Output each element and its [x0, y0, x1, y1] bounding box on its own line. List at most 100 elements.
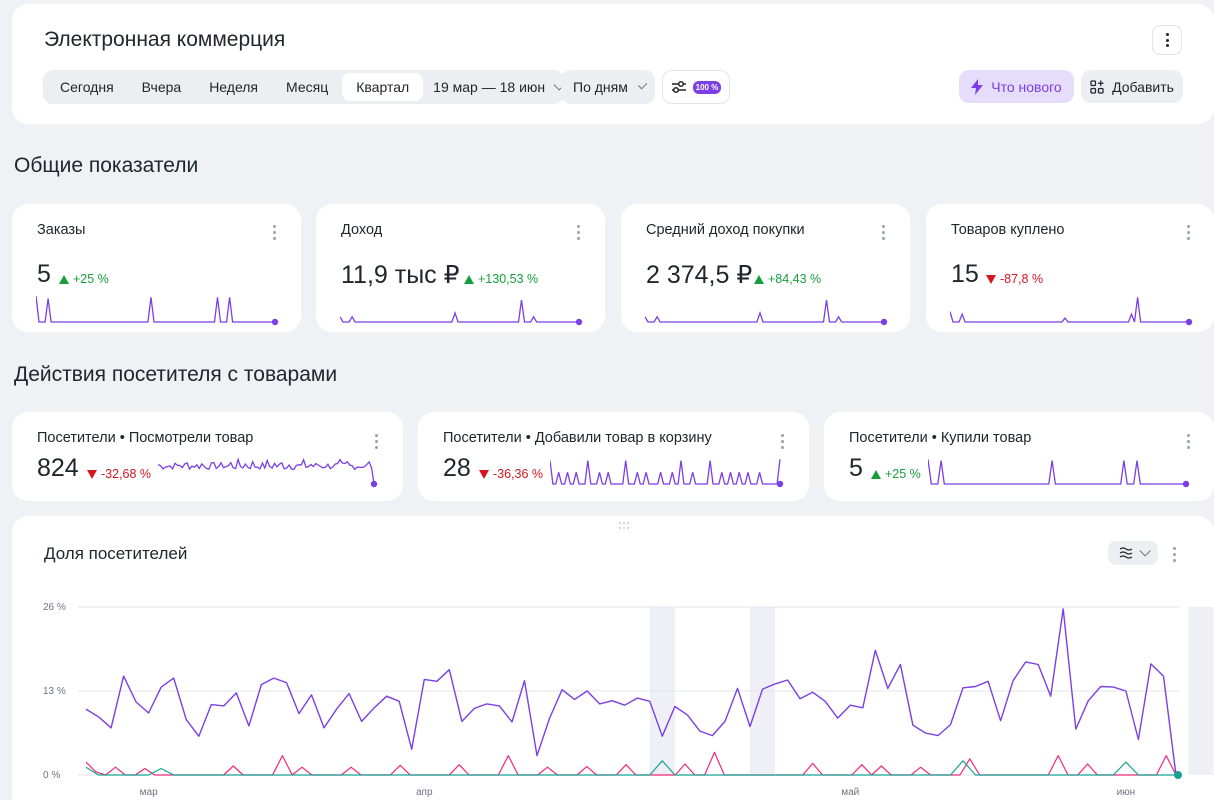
card-menu-button[interactable]: [573, 222, 583, 242]
grouping-select[interactable]: По дням: [561, 70, 655, 104]
metric-card-avg-revenue[interactable]: Средний доход покупки 2 374,5 ₽ +84,43 %: [621, 204, 910, 332]
filter-button[interactable]: 100 %: [662, 70, 730, 104]
metric-title: Средний доход покупки: [646, 222, 805, 238]
action-delta-value: +25 %: [885, 467, 921, 481]
action-value: 5: [849, 454, 863, 482]
period-quarter[interactable]: Квартал: [342, 73, 424, 101]
sparkline-path: [550, 459, 781, 485]
chart-menu-button[interactable]: [1169, 544, 1179, 564]
sparkline: [158, 457, 378, 488]
period-yesterday[interactable]: Вчера: [141, 79, 182, 95]
sliders-icon: [671, 80, 686, 94]
header-menu-button[interactable]: [1152, 25, 1182, 55]
metric-card-orders[interactable]: Заказы 5 +25 %: [12, 204, 301, 332]
arrow-down-icon: [479, 469, 489, 479]
action-card-added-to-cart[interactable]: Посетители • Добавили товар в корзину 28…: [418, 412, 809, 501]
series-end-dot: [1174, 771, 1182, 779]
metric-card-items-bought[interactable]: Товаров куплено 15 -87,8 %: [926, 204, 1214, 332]
sparkline-path: [36, 295, 275, 323]
sparkline-path: [928, 459, 1186, 485]
x-tick-label: апр: [416, 787, 433, 798]
sparkline: [550, 459, 784, 488]
chart-title: Доля посетителей: [44, 544, 188, 563]
add-label: Добавить: [1112, 78, 1174, 95]
grouping-label: По дням: [573, 79, 628, 95]
chevron-down-icon: [637, 80, 648, 90]
sparkline-path: [645, 299, 884, 323]
whats-new-label: Что нового: [991, 78, 1062, 95]
metric-delta-value: +130,53 %: [478, 272, 539, 286]
date-range-picker[interactable]: 19 мар — 18 июн: [423, 73, 571, 101]
card-menu-button[interactable]: [1183, 431, 1193, 451]
x-tick-label: июн: [1117, 787, 1136, 798]
card-menu-button[interactable]: [878, 222, 888, 242]
kebab-icon: [1165, 33, 1169, 47]
metric-delta-value: -87,8 %: [1000, 272, 1044, 286]
sparkline-end-dot: [1185, 318, 1193, 326]
sparkline: [36, 295, 279, 326]
section-title-general: Общие показатели: [14, 154, 199, 177]
sampling-badge: 100 %: [692, 80, 722, 94]
metric-delta: +25 %: [59, 272, 109, 286]
action-card-bought[interactable]: Посетители • Купили товар 5 +25 %: [824, 412, 1214, 501]
sparkline: [340, 299, 583, 326]
series-line: [85, 751, 1177, 776]
card-menu-button[interactable]: [371, 431, 381, 451]
header-card: Электронная коммерция Сегодня Вчера Неде…: [12, 4, 1214, 124]
drag-handle-icon[interactable]: [619, 522, 629, 530]
sparkline-path: [340, 299, 579, 323]
action-delta-value: -32,68 %: [101, 467, 152, 481]
sparkline-end-dot: [880, 318, 888, 326]
series-line: [85, 608, 1177, 776]
sparkline-end-dot: [776, 480, 784, 488]
sparkline-end-dot: [575, 318, 583, 326]
sparkline-path: [950, 297, 1189, 323]
metric-delta-value: +84,43 %: [768, 272, 822, 286]
action-title: Посетители • Добавили товар в корзину: [443, 430, 712, 446]
period-today[interactable]: Сегодня: [60, 79, 114, 95]
widgets-add-icon: [1090, 79, 1104, 94]
action-value: 824: [37, 454, 79, 482]
metric-delta: -87,8 %: [986, 272, 1043, 286]
line-chart: 0 % 13 % 26 % мар апр май июн: [43, 602, 1214, 798]
arrow-down-icon: [87, 469, 97, 479]
sparkline: [950, 297, 1193, 326]
metric-title: Товаров куплено: [951, 222, 1065, 238]
card-menu-button[interactable]: [777, 431, 787, 451]
action-delta: -32,68 %: [87, 467, 151, 481]
chart-type-toggle[interactable]: [1108, 541, 1158, 565]
y-tick-label: 13 %: [43, 686, 66, 697]
arrow-down-icon: [986, 274, 996, 284]
arrow-up-icon: [871, 469, 881, 479]
metric-value: 11,9 тыс ₽: [341, 261, 460, 289]
action-title: Посетители • Купили товар: [849, 430, 1032, 446]
sparkline: [645, 299, 888, 326]
metric-value: 5: [37, 260, 51, 288]
action-value: 28: [443, 454, 471, 482]
metric-value: 15: [951, 260, 979, 288]
chart-lines-icon: [1119, 547, 1133, 559]
metric-card-revenue[interactable]: Доход 11,9 тыс ₽ +130,53 %: [316, 204, 605, 332]
metric-title: Доход: [341, 222, 383, 238]
metric-delta: +130,53 %: [464, 272, 538, 286]
page-title: Электронная коммерция: [44, 28, 286, 51]
section-title-actions: Действия посетителя с товарами: [14, 363, 338, 386]
card-menu-button[interactable]: [1183, 222, 1193, 242]
period-selector: Сегодня Вчера Неделя Месяц Квартал 19 ма…: [43, 70, 565, 104]
x-tick-label: май: [841, 787, 859, 798]
visitor-share-chart-card: Доля посетителей 0 % 13 % 26 % мар апр май июн: [12, 516, 1214, 800]
action-delta: +25 %: [871, 467, 921, 481]
period-month[interactable]: Месяц: [286, 79, 329, 95]
action-card-viewed[interactable]: Посетители • Посмотрели товар 824 -32,68…: [12, 412, 403, 501]
add-widget-button[interactable]: Добавить: [1081, 70, 1183, 103]
arrow-up-icon: [464, 274, 474, 284]
whats-new-button[interactable]: Что нового: [959, 70, 1074, 103]
x-tick-label: мар: [140, 787, 158, 798]
period-week[interactable]: Неделя: [209, 79, 259, 95]
sparkline-end-dot: [370, 480, 378, 488]
sparkline-end-dot: [271, 318, 279, 326]
sparkline-path: [158, 457, 375, 485]
arrow-up-icon: [754, 274, 764, 284]
date-range-label: 19 мар — 18 июн: [433, 79, 546, 95]
card-menu-button[interactable]: [269, 222, 279, 242]
